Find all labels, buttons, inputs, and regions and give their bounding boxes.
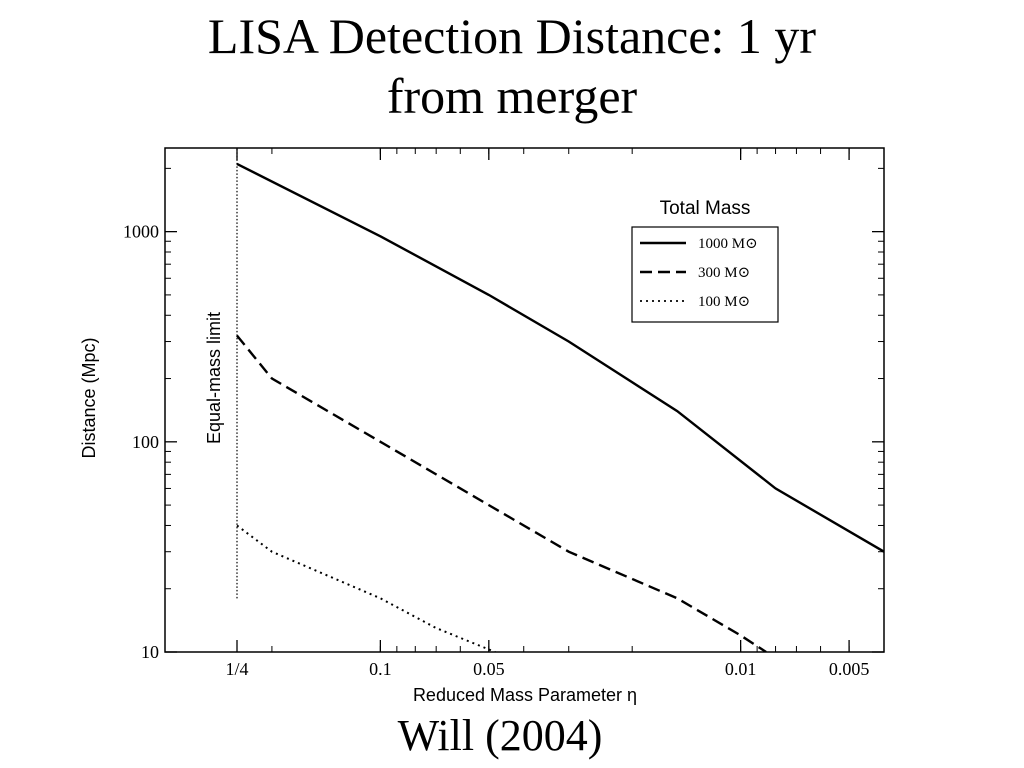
legend-label-1: 1000 M⊙ xyxy=(698,236,758,252)
plot-frame xyxy=(164,147,885,653)
y-tick-label: 1000 xyxy=(123,222,159,242)
legend: Total Mass 1000 M⊙ 300 M⊙ 100 M⊙ xyxy=(631,198,779,323)
series-line-3 xyxy=(236,524,496,652)
y-axis-label: Distance (Mpc) xyxy=(79,337,99,458)
legend-title: Total Mass xyxy=(660,198,751,219)
series-layer xyxy=(236,162,884,652)
x-tick-label: 0.005 xyxy=(829,659,870,679)
tick-labels: 10 100 1000 1/4 0.1 0.05 0.01 0.005 xyxy=(123,222,869,679)
equal-mass-limit-label: Equal-mass limit xyxy=(204,312,224,444)
x-tick-label: 1/4 xyxy=(225,659,248,679)
minor-ticks xyxy=(165,148,885,652)
legend-label-2: 300 M⊙ xyxy=(698,265,750,281)
annotation-layer: Equal-mass limit xyxy=(204,148,238,599)
legend-label-3: 100 M⊙ xyxy=(698,294,750,310)
x-tick-label: 0.01 xyxy=(725,659,757,679)
y-tick-label: 10 xyxy=(141,642,159,662)
slide-title: LISA Detection Distance: 1 yr from merge… xyxy=(0,6,1024,126)
y-tick-label: 100 xyxy=(132,432,159,452)
x-tick-label: 0.1 xyxy=(369,659,392,679)
series-line-1 xyxy=(236,162,884,553)
x-axis-label: Reduced Mass Parameter η xyxy=(413,685,637,705)
major-ticks xyxy=(165,148,884,653)
x-tick-label: 0.05 xyxy=(473,659,505,679)
slide-title-line-2: from merger xyxy=(386,68,638,124)
series-line-2 xyxy=(236,334,767,652)
citation: Will (2004) xyxy=(397,711,603,760)
slide-title-line-1: LISA Detection Distance: 1 yr xyxy=(207,8,817,64)
